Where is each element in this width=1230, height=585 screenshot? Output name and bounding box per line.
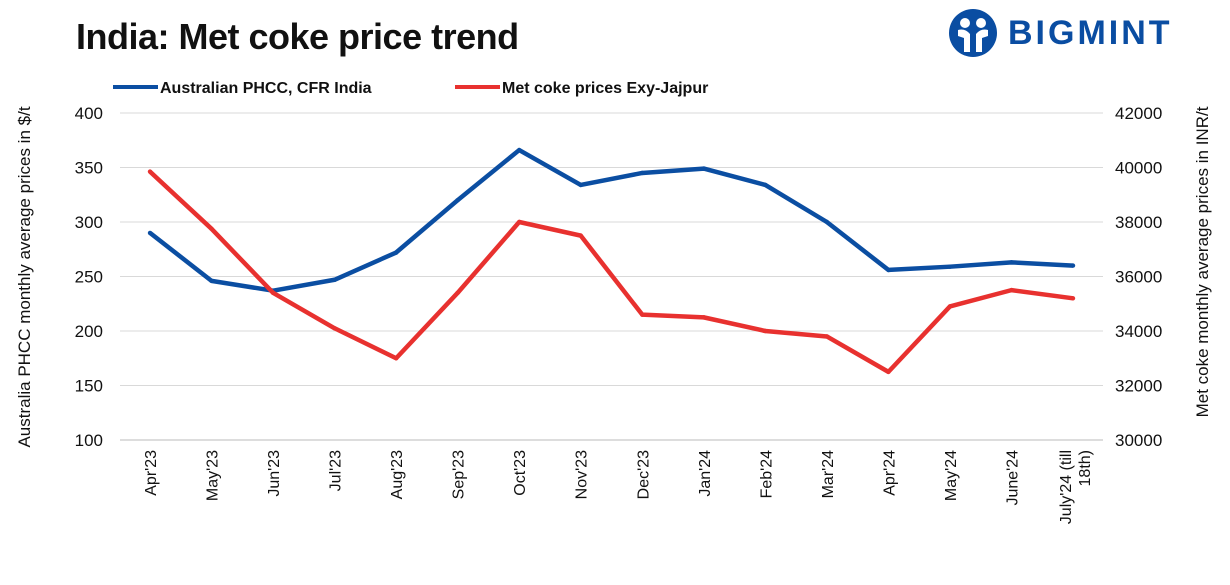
x-tick-label: May'23 xyxy=(205,450,222,501)
data-point xyxy=(886,369,891,375)
data-point xyxy=(393,250,399,255)
legend: Australian PHCC, CFR India Met coke pric… xyxy=(113,80,708,97)
chart-title: India: Met coke price trend xyxy=(76,16,519,57)
x-tick-label: July'24 (till 18th) xyxy=(1058,450,1094,524)
logo-text: BIGMINT xyxy=(1008,13,1173,52)
y-tick-left: 100 xyxy=(75,431,103,450)
x-tick-label: Apr'24 xyxy=(881,450,898,496)
data-point xyxy=(578,233,583,238)
data-point xyxy=(1009,260,1014,265)
data-point xyxy=(886,267,891,273)
data-point xyxy=(1009,287,1014,293)
data-point xyxy=(947,264,953,269)
y-tick-left: 200 xyxy=(75,322,103,341)
x-tick-label: June'24 xyxy=(1004,450,1021,506)
data-point xyxy=(824,219,830,225)
x-tick-label: Mar'24 xyxy=(820,450,837,499)
y-tick-right: 32000 xyxy=(1115,377,1162,396)
data-point xyxy=(701,315,706,320)
data-point xyxy=(455,290,460,296)
logo-icon xyxy=(949,9,997,57)
y-tick-left: 350 xyxy=(75,159,103,178)
y-tick-right: 38000 xyxy=(1115,213,1162,232)
data-point xyxy=(640,312,645,317)
data-point xyxy=(640,170,645,176)
data-point xyxy=(763,328,768,334)
x-tick-label: May'24 xyxy=(943,450,960,501)
y-tick-right: 40000 xyxy=(1115,159,1162,178)
data-point xyxy=(701,166,706,171)
data-point xyxy=(517,147,522,153)
x-tick-label: Jan'24 xyxy=(697,450,714,497)
y-tick-left: 150 xyxy=(75,377,103,396)
x-tick-label: Oct'23 xyxy=(512,450,529,496)
x-tick-label: Jul'23 xyxy=(328,450,345,491)
legend-label-metcoke: Met coke prices Exy-Jajpur xyxy=(502,80,708,97)
x-tick-label: Jun'23 xyxy=(266,450,283,497)
series-line-0 xyxy=(148,147,1074,293)
series-line-1 xyxy=(148,169,1074,375)
legend-label-phcc: Australian PHCC, CFR India xyxy=(160,80,372,97)
data-point xyxy=(824,334,830,339)
y-tick-left: 400 xyxy=(75,104,103,123)
x-tick-label: Nov'23 xyxy=(574,450,591,499)
data-point xyxy=(147,169,153,174)
data-point xyxy=(209,226,214,232)
data-point xyxy=(147,230,153,236)
y-axis-right-label: Met coke monthly average prices in INR/t xyxy=(1193,106,1212,417)
x-tick-label: Feb'24 xyxy=(758,450,775,499)
data-point xyxy=(517,219,522,225)
y-tick-left: 250 xyxy=(75,268,103,287)
y-axis-left-label: Australia PHCC monthly average prices in… xyxy=(15,106,34,447)
x-tick-label: Aug'23 xyxy=(389,450,406,499)
y-tick-left: 300 xyxy=(75,213,103,232)
y-tick-right: 30000 xyxy=(1115,431,1162,450)
y-tick-right: 42000 xyxy=(1115,104,1162,123)
data-point xyxy=(393,356,399,361)
data-point xyxy=(332,277,337,282)
data-point xyxy=(947,304,953,309)
y-tick-right: 34000 xyxy=(1115,322,1162,341)
y-tick-right: 36000 xyxy=(1115,268,1162,287)
data-point xyxy=(1070,263,1076,268)
data-point xyxy=(763,182,768,188)
data-point xyxy=(332,326,337,331)
data-point xyxy=(1070,296,1076,301)
data-point xyxy=(209,278,214,284)
bigmint-logo: BIGMINT xyxy=(948,8,1173,58)
data-point xyxy=(455,198,460,203)
x-tick-label: Dec'23 xyxy=(635,450,652,499)
data-point xyxy=(270,290,276,296)
x-tick-label: Sep'23 xyxy=(451,450,468,499)
x-tick-label: Apr'23 xyxy=(143,450,160,496)
data-point xyxy=(578,182,583,188)
